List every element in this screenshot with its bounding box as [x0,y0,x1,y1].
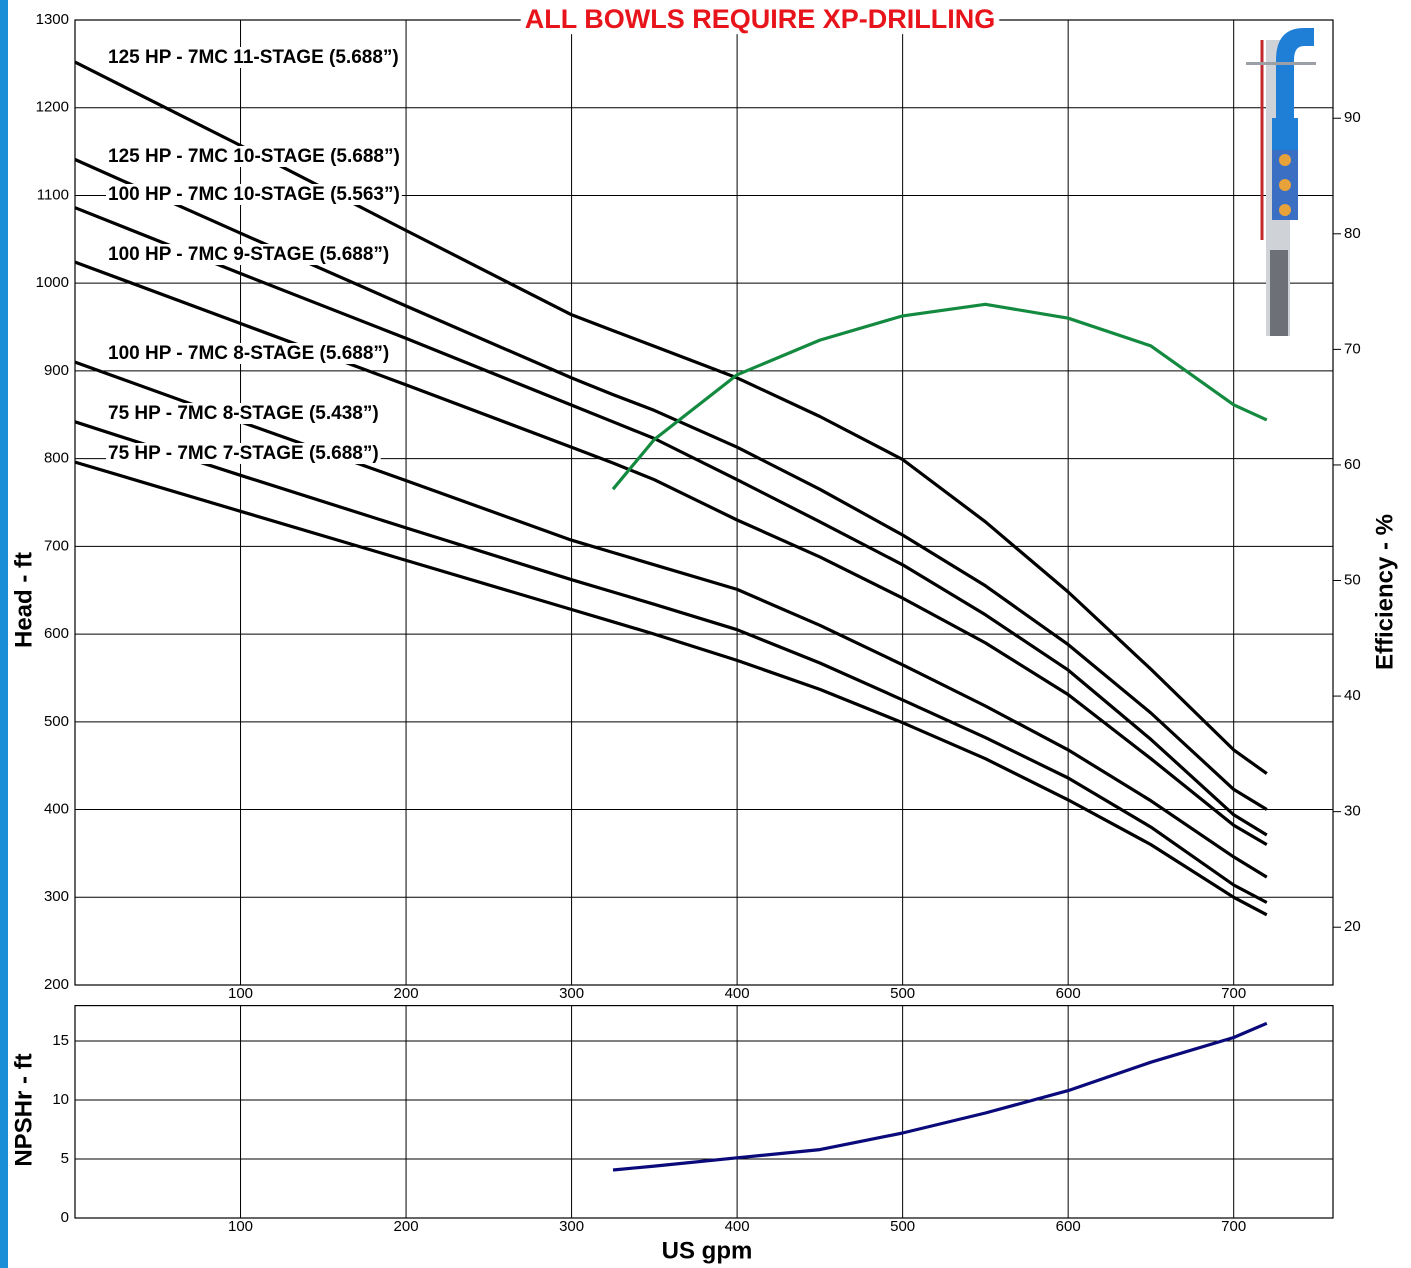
y2-axis-title: Efficiency - % [1371,514,1398,670]
y2-tick-label: 20 [1344,918,1361,935]
y2-tick-label: 40 [1344,687,1361,704]
y-tick-label: 600 [44,625,69,642]
series-label-bg [106,343,392,365]
y2-tick-label: 30 [1344,803,1361,820]
x-tick-label: 200 [394,985,419,1002]
y-tick-label: 500 [44,713,69,730]
series-label: 100 HP - 7MC 9-STAGE (5.688”) [108,244,389,265]
x-tick-label: 400 [725,1218,750,1235]
data-line [74,206,1268,837]
y-tick-label: 300 [44,888,69,905]
series-label: 100 HP - 7MC 8-STAGE (5.688”) [108,343,389,364]
y-tick-label: 1200 [36,99,69,116]
plot-area [75,1005,1333,1218]
y-tick-label: 900 [44,362,69,379]
data-line [74,420,1268,904]
y-axis-title: NPSHr - ft [10,1053,37,1166]
y-tick-label: 0 [61,1209,69,1226]
y2-tick-label: 50 [1344,571,1361,588]
x-tick-label: 300 [559,985,584,1002]
x-tick-label: 600 [1056,1218,1081,1235]
data-line [74,360,1268,879]
x-axis-title: US gpm [662,1237,753,1264]
data-line [611,302,1268,491]
x-tick-label: 700 [1221,985,1246,1002]
x-tick-label: 500 [890,985,915,1002]
y2-tick-label: 80 [1344,225,1361,242]
y-tick-label: 5 [61,1150,69,1167]
series-label: 125 HP - 7MC 11-STAGE (5.688”) [108,47,399,68]
y-tick-label: 700 [44,537,69,554]
series-label: 75 HP - 7MC 7-STAGE (5.688”) [108,443,379,464]
x-tick-label: 700 [1221,1218,1246,1235]
y-tick-label: 10 [52,1091,69,1108]
x-tick-label: 100 [228,985,253,1002]
series-label-bg [106,47,401,69]
y2-tick-label: 90 [1344,109,1361,126]
series-label: 100 HP - 7MC 10-STAGE (5.563”) [108,184,400,205]
series-label-bg [106,403,381,425]
series-label-bg [106,244,392,266]
data-line [74,260,1268,846]
series-label: 125 HP - 7MC 10-STAGE (5.688”) [108,146,400,167]
y-tick-label: 1100 [37,186,69,203]
x-tick-label: 200 [394,1218,419,1235]
x-tick-label: 600 [1056,985,1081,1002]
y-tick-label: 1300 [36,11,69,28]
x-tick-label: 300 [559,1218,584,1235]
data-line [74,460,1268,917]
y-tick-label: 800 [44,450,69,467]
pump-illustration [1246,28,1316,336]
y2-tick-label: 60 [1344,456,1361,473]
y-tick-label: 15 [52,1032,69,1049]
data-line [612,1021,1268,1172]
y-tick-label: 400 [44,801,69,818]
series-label: 75 HP - 7MC 8-STAGE (5.438”) [108,403,379,424]
x-tick-label: 400 [725,985,750,1002]
data-line [74,60,1268,775]
y-tick-label: 200 [44,976,69,993]
series-label-bg [106,443,381,465]
x-tick-label: 100 [228,1218,253,1235]
data-line [74,158,1268,811]
series-label-bg [106,146,402,168]
y-axis-title: Head - ft [10,552,37,648]
plot-border [74,1004,1334,1219]
left-bar [0,0,8,1268]
y2-tick-label: 70 [1344,340,1361,357]
y-tick-label: 1000 [36,274,69,291]
x-tick-label: 500 [890,1218,915,1235]
title-bg [520,4,1000,35]
series-label-bg [106,184,402,206]
chart-title: ALL BOWLS REQUIRE XP-DRILLING [525,4,996,34]
